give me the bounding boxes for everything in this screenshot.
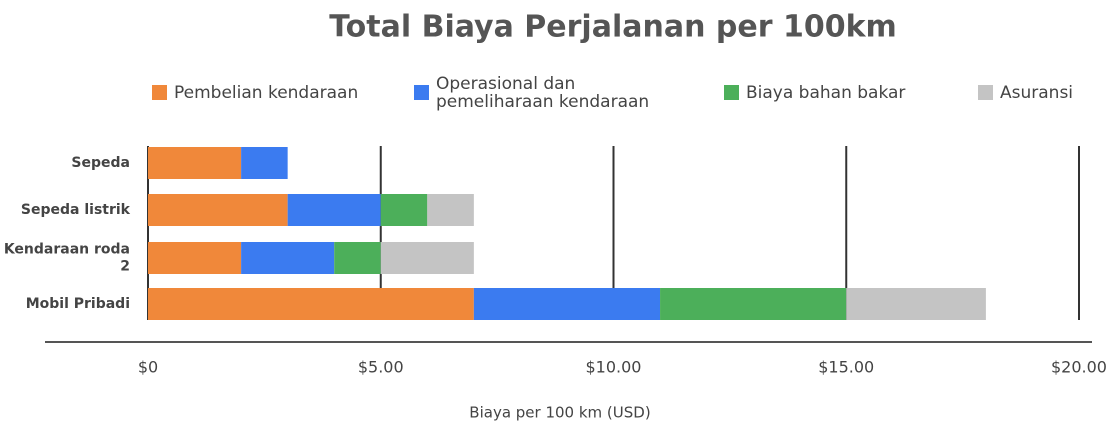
- x-tick-label: $0: [138, 358, 158, 377]
- bar-segment: [287, 194, 381, 226]
- x-tick-label: $15.00: [818, 358, 874, 377]
- bar-segment: [380, 242, 474, 274]
- bar-segment: [241, 147, 288, 179]
- x-tick-label: $5.00: [358, 358, 404, 377]
- bar-segment: [380, 194, 428, 226]
- y-tick-label: Sepeda listrik: [21, 202, 131, 218]
- bar-segment: [660, 288, 847, 320]
- bar-segment: [473, 288, 661, 320]
- legend-label: Asuransi: [1000, 83, 1073, 103]
- legend-swatch: [978, 85, 993, 100]
- legend-label: Pembelian kendaraan: [174, 83, 358, 103]
- x-tick-label: $10.00: [586, 358, 642, 377]
- bar-segment: [427, 194, 474, 226]
- bar-segment: [148, 194, 288, 226]
- legend-label: Biaya bahan bakar: [746, 83, 905, 103]
- legend-swatch: [152, 85, 167, 100]
- bar-segment: [148, 288, 474, 320]
- x-axis-label: Biaya per 100 km (USD): [469, 404, 650, 422]
- bar-segment: [241, 242, 335, 274]
- y-tick-label: Sepeda: [71, 155, 130, 171]
- legend-swatch: [414, 85, 429, 100]
- bar-segment: [148, 147, 242, 179]
- bar-segment: [334, 242, 381, 274]
- bar-segment: [846, 288, 986, 320]
- y-tick-label: Kendaraan roda 2: [4, 242, 130, 275]
- y-tick-label: Mobil Pribadi: [26, 296, 130, 312]
- x-tick-label: $20.00: [1051, 358, 1107, 377]
- chart-title: Total Biaya Perjalanan per 100km: [329, 10, 897, 45]
- legend-label: Operasional dan pemeliharaan kendaraan: [436, 74, 649, 112]
- bar-segment: [148, 242, 242, 274]
- legend-swatch: [724, 85, 739, 100]
